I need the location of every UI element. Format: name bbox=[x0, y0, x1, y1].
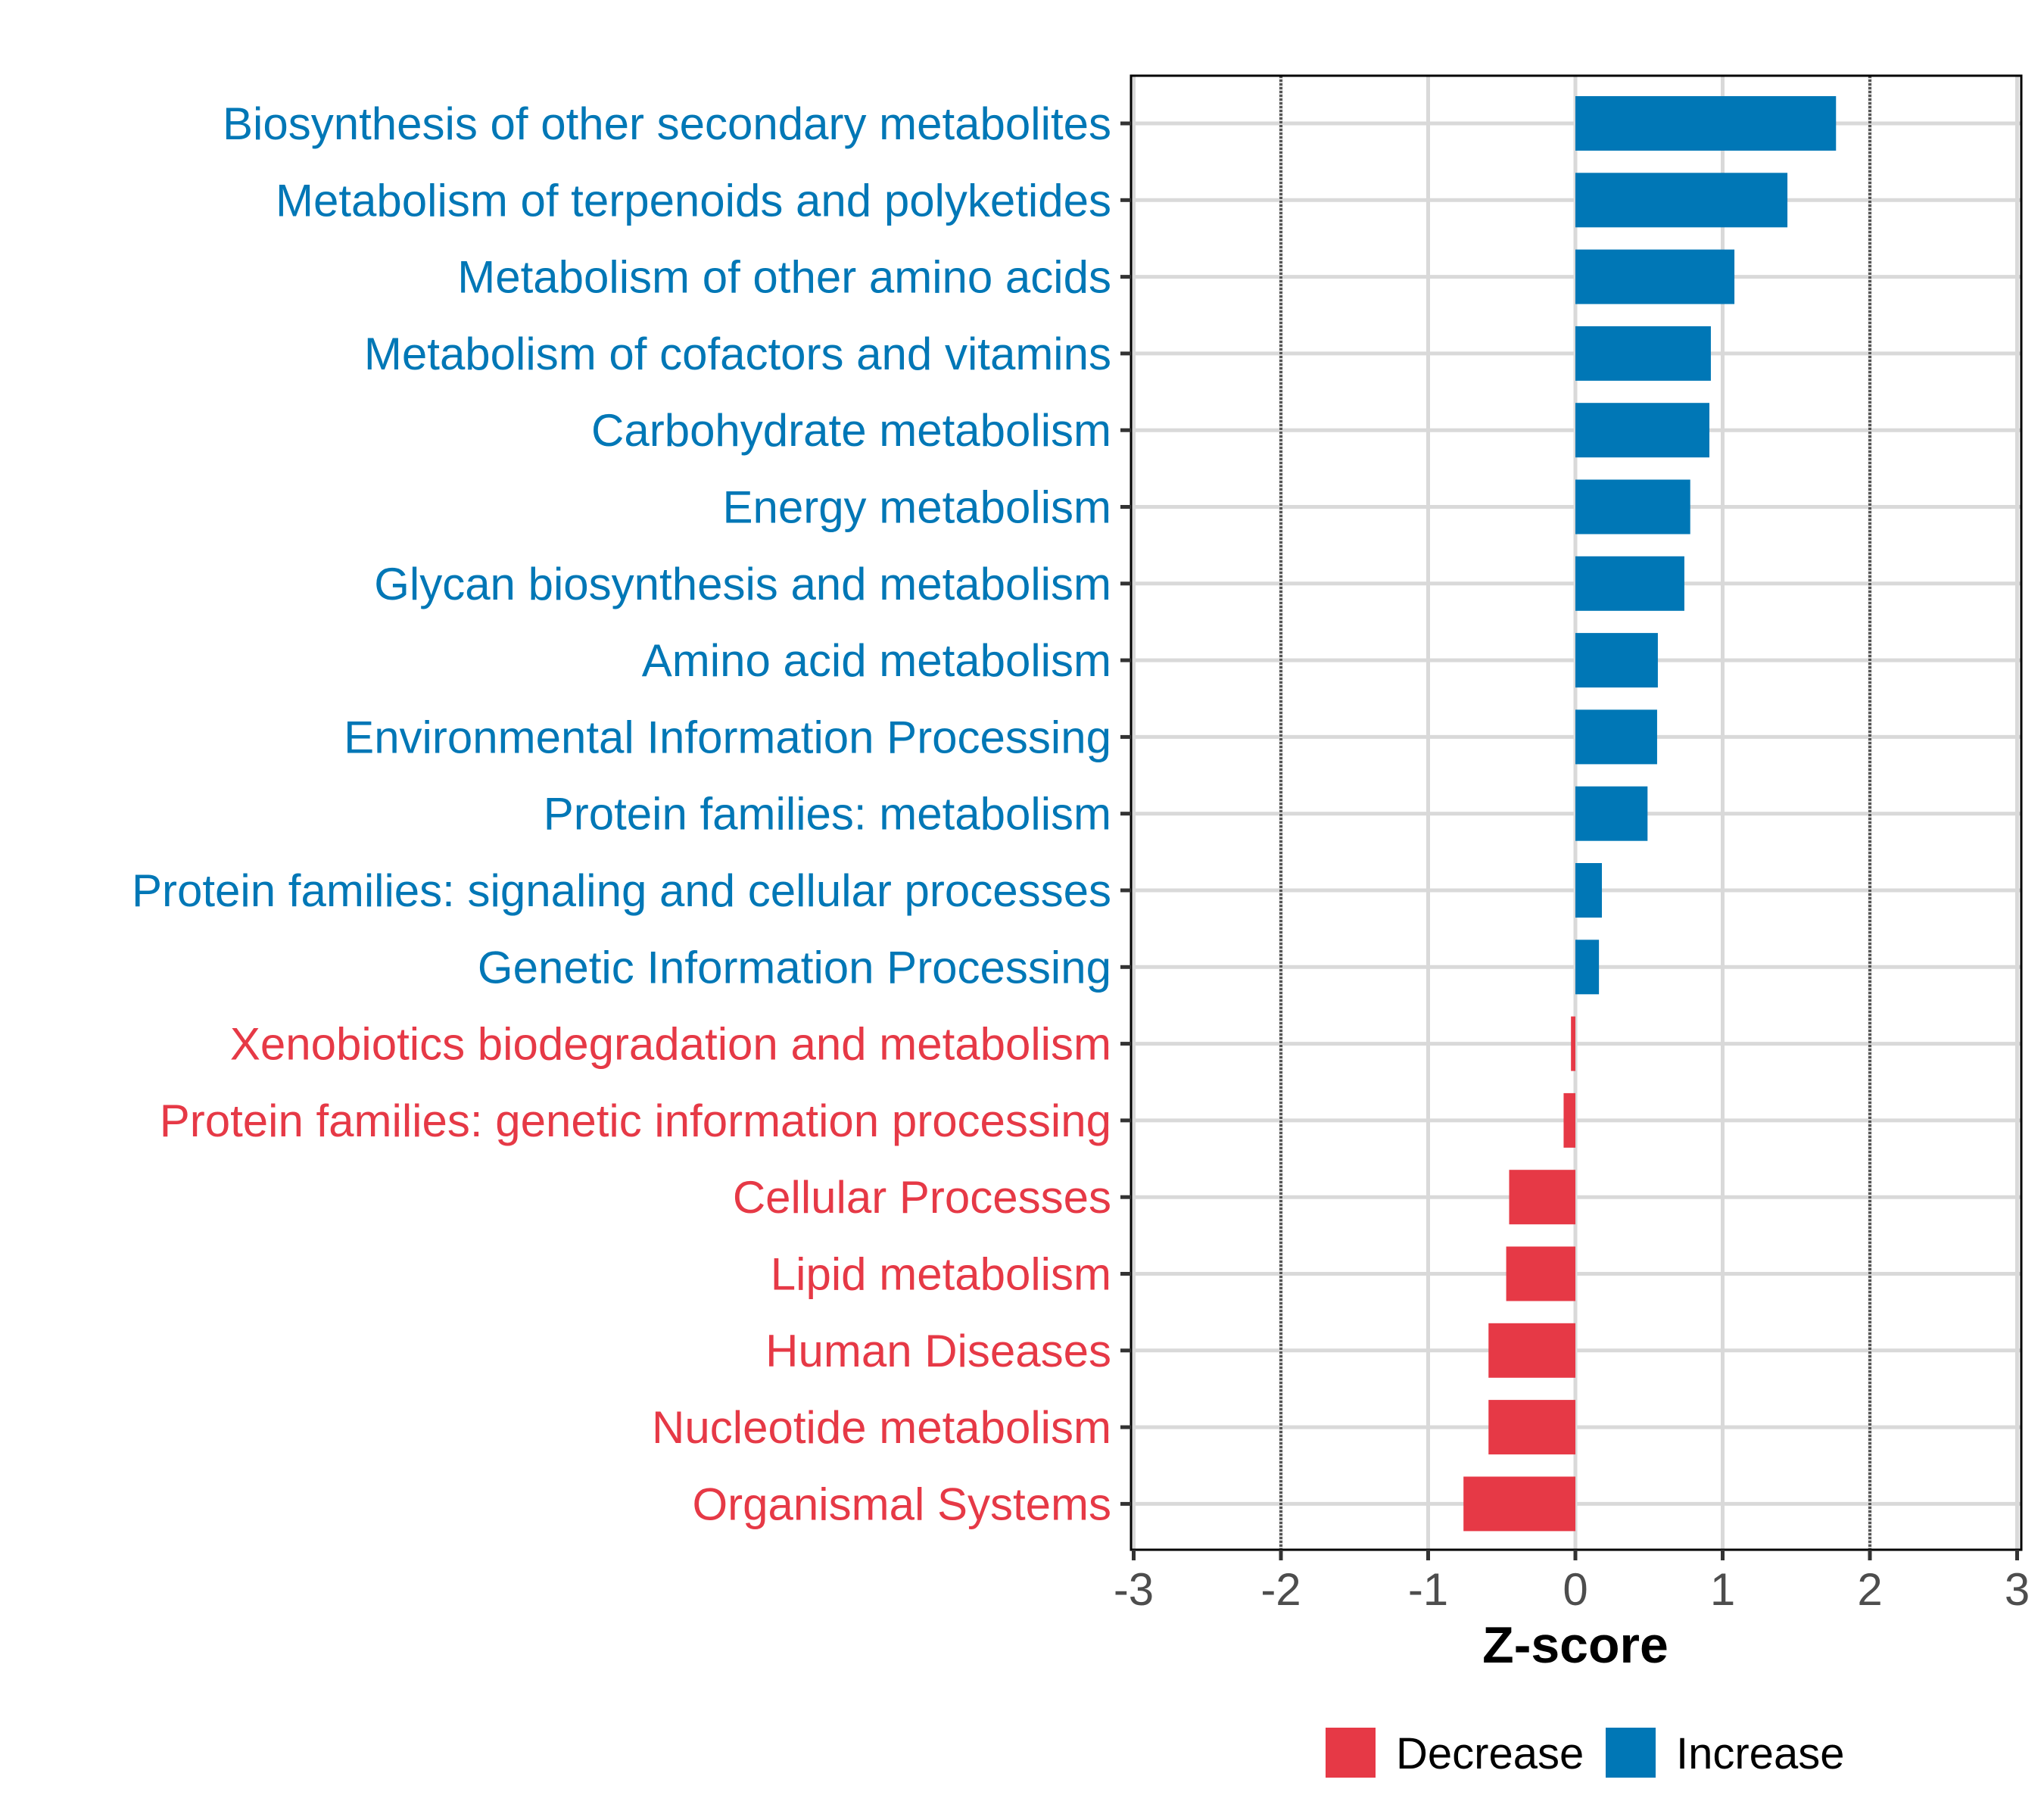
bar bbox=[1575, 556, 1684, 611]
category-label: Genetic Information Processing bbox=[478, 942, 1111, 993]
legend-key-increase bbox=[1606, 1728, 1656, 1778]
bar bbox=[1563, 1092, 1575, 1148]
bar bbox=[1575, 633, 1658, 688]
bar bbox=[1509, 1170, 1575, 1225]
category-label: Carbohydrate metabolism bbox=[591, 405, 1111, 456]
x-axis-title: Z-score bbox=[1482, 1616, 1669, 1674]
legend: Decrease Increase bbox=[1326, 1728, 1844, 1778]
category-label: Metabolism of terpenoids and polyketides bbox=[276, 175, 1111, 226]
category-label: Protein families: genetic information pr… bbox=[160, 1095, 1111, 1146]
category-label: Metabolism of cofactors and vitamins bbox=[364, 329, 1111, 379]
category-label: Amino acid metabolism bbox=[642, 635, 1111, 686]
x-tick-label: 2 bbox=[1857, 1564, 1882, 1615]
bar bbox=[1575, 786, 1648, 841]
category-label: Environmental Information Processing bbox=[344, 712, 1111, 762]
bar bbox=[1575, 940, 1600, 995]
category-labels: Biosynthesis of other secondary metaboli… bbox=[132, 98, 1131, 1529]
bar bbox=[1463, 1476, 1575, 1532]
x-tick-label: -1 bbox=[1408, 1564, 1448, 1615]
bar bbox=[1575, 173, 1788, 228]
x-tick-label: -3 bbox=[1114, 1564, 1154, 1615]
category-label: Cellular Processes bbox=[733, 1172, 1111, 1223]
bar bbox=[1575, 709, 1657, 765]
legend-label: Decrease bbox=[1396, 1729, 1584, 1778]
legend-label: Increase bbox=[1676, 1729, 1844, 1778]
bar bbox=[1571, 1016, 1575, 1071]
x-axis-ticks: -3 -2 -1 0 1 2 3 bbox=[1114, 1550, 2030, 1615]
x-tick-label: -2 bbox=[1260, 1564, 1301, 1615]
x-tick-label: 0 bbox=[1563, 1564, 1588, 1615]
category-label: Metabolism of other amino acids bbox=[457, 252, 1111, 303]
bar bbox=[1575, 249, 1735, 304]
bar bbox=[1575, 96, 1837, 151]
x-tick-label: 3 bbox=[2005, 1564, 2030, 1615]
bar bbox=[1575, 403, 1709, 458]
bar bbox=[1575, 863, 1603, 918]
category-label: Protein families: signaling and cellular… bbox=[132, 865, 1111, 916]
legend-key-decrease bbox=[1326, 1728, 1376, 1778]
category-label: Biosynthesis of other secondary metaboli… bbox=[223, 98, 1111, 149]
category-label: Lipid metabolism bbox=[771, 1249, 1111, 1300]
category-label: Nucleotide metabolism bbox=[652, 1402, 1111, 1453]
category-label: Xenobiotics biodegradation and metabolis… bbox=[230, 1019, 1111, 1070]
category-label: Energy metabolism bbox=[722, 482, 1111, 533]
category-label: Protein families: metabolism bbox=[544, 789, 1111, 840]
category-label: Organismal Systems bbox=[693, 1479, 1111, 1529]
bar bbox=[1488, 1323, 1575, 1378]
bar bbox=[1575, 479, 1690, 535]
bars bbox=[1463, 96, 1837, 1532]
category-label: Glycan biosynthesis and metabolism bbox=[374, 559, 1111, 609]
bar bbox=[1506, 1246, 1575, 1301]
bar bbox=[1575, 326, 1711, 381]
reference-lines bbox=[1279, 76, 1871, 1550]
x-tick-label: 1 bbox=[1710, 1564, 1735, 1615]
category-label: Human Diseases bbox=[765, 1326, 1111, 1376]
bar bbox=[1488, 1400, 1575, 1455]
